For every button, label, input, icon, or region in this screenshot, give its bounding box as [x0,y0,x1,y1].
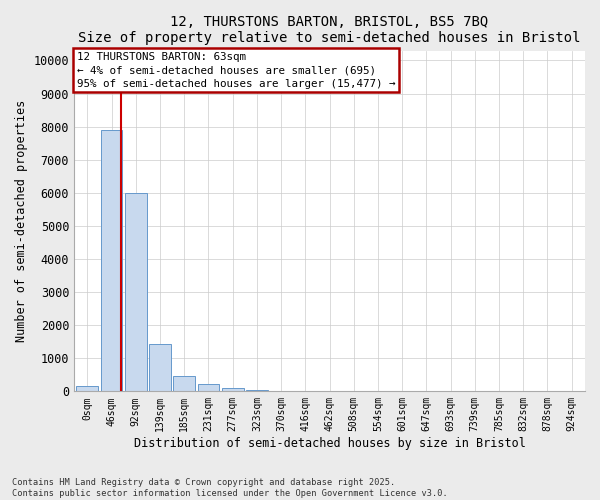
Bar [76,386,98,392]
Bar [173,376,195,392]
Bar [101,130,122,392]
Bar [197,384,220,392]
Bar [246,390,268,392]
Bar [222,388,244,392]
Text: Contains HM Land Registry data © Crown copyright and database right 2025.
Contai: Contains HM Land Registry data © Crown c… [12,478,448,498]
Title: 12, THURSTONS BARTON, BRISTOL, BS5 7BQ
Size of property relative to semi-detache: 12, THURSTONS BARTON, BRISTOL, BS5 7BQ S… [78,15,581,45]
Y-axis label: Number of semi-detached properties: Number of semi-detached properties [15,100,28,342]
Bar [125,193,146,392]
Bar [149,344,171,392]
Bar [270,390,292,392]
Text: 12 THURSTONS BARTON: 63sqm
← 4% of semi-detached houses are smaller (695)
95% of: 12 THURSTONS BARTON: 63sqm ← 4% of semi-… [77,52,395,88]
X-axis label: Distribution of semi-detached houses by size in Bristol: Distribution of semi-detached houses by … [134,437,526,450]
